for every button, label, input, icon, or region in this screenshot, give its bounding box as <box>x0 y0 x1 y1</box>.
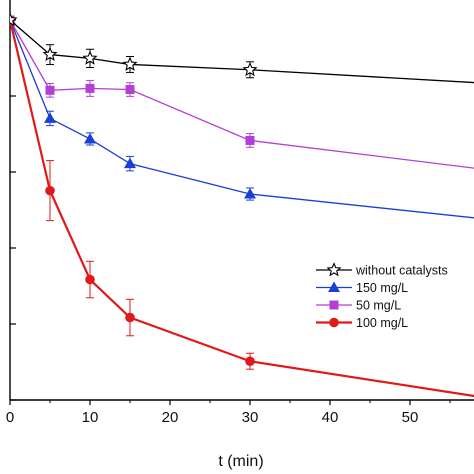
x-tick-label: 40 <box>322 409 339 426</box>
legend-marker <box>326 262 342 277</box>
x-tick-label: 30 <box>242 409 259 426</box>
legend-label: 50 mg/L <box>356 299 401 313</box>
series-3 <box>10 15 474 398</box>
legend-label: without catalysts <box>355 264 448 278</box>
series-line <box>10 19 474 398</box>
legend-label: 100 mg/L <box>356 316 408 330</box>
x-tick-label: 50 <box>402 409 419 426</box>
data-point <box>44 112 56 123</box>
data-point <box>84 132 96 144</box>
x-tick-label: 10 <box>82 409 99 426</box>
x-tick-label: 0 <box>6 409 14 426</box>
data-point <box>245 356 255 367</box>
data-point <box>82 50 98 65</box>
data-point <box>245 135 255 145</box>
legend-marker <box>329 317 339 328</box>
data-point <box>125 312 135 323</box>
data-point <box>85 274 95 285</box>
data-point <box>85 83 95 93</box>
legend: without catalysts 150 mg/L 50 mg/L 100 mg/L <box>316 262 448 330</box>
series-line <box>10 19 474 84</box>
data-point <box>42 46 58 62</box>
x-axis-title: t (min) <box>218 453 263 470</box>
series-2 <box>10 15 474 169</box>
series-0 <box>10 12 474 84</box>
data-point <box>125 85 135 95</box>
data-point <box>242 61 258 77</box>
legend-item: without catalysts <box>316 262 448 278</box>
data-point <box>124 157 136 169</box>
legend-label: 150 mg/L <box>356 281 408 295</box>
series-line <box>10 19 474 219</box>
data-point <box>10 12 18 27</box>
x-tick-label: 20 <box>162 409 179 426</box>
data-point <box>45 185 55 196</box>
legend-item: 150 mg/L <box>316 281 408 295</box>
legend-marker <box>328 281 340 292</box>
legend-marker <box>329 300 339 310</box>
data-point <box>45 85 55 95</box>
series-layer <box>10 12 474 398</box>
data-point <box>122 56 138 71</box>
series-1 <box>10 14 474 219</box>
legend-item: 50 mg/L <box>316 299 401 313</box>
axes: 0 10 20 30 40 50 <box>6 0 474 426</box>
legend-item: 100 mg/L <box>316 316 408 330</box>
series-line <box>10 19 474 169</box>
data-point <box>244 188 256 199</box>
